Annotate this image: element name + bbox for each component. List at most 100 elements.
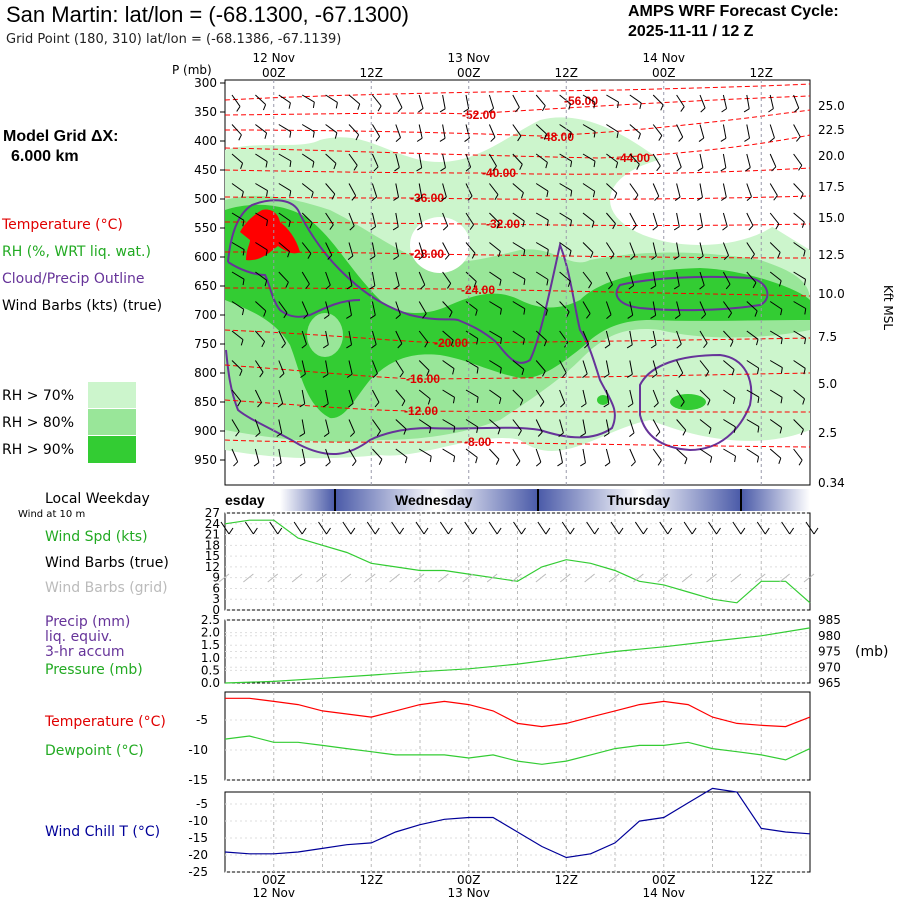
wind-barb-staff [231, 212, 245, 221]
wind-barb-flag [546, 190, 549, 198]
wind-barb-staff [582, 94, 596, 103]
wind-barb-flag [376, 430, 381, 437]
wind-barb-flag [636, 164, 640, 170]
wind-barb-staff [769, 448, 782, 459]
wind-barb-flag [471, 252, 476, 259]
panel-series [224, 519, 811, 859]
wind-barb-staff [442, 124, 446, 139]
weekday-band: esday Wednesday Thursday [225, 489, 810, 511]
wind-barb-staff [723, 330, 734, 342]
date-tick-label: 13 Nov [447, 51, 490, 65]
wind-barb-flag [520, 192, 524, 199]
wind-barb-staff [489, 183, 499, 195]
wind-barb-flag [543, 133, 547, 140]
wind-barb-flag [444, 254, 450, 260]
wind-speed-tick: 15 [205, 549, 220, 563]
wind-barb-flag [353, 165, 358, 171]
wind-barb-staff [512, 94, 520, 108]
wind-barb-staff [442, 301, 453, 313]
wind-barb-staff [371, 124, 381, 137]
wind-barb-staff [465, 301, 478, 311]
wind-barb-staff [301, 419, 306, 434]
wind-barb-staff [395, 153, 400, 168]
wind-barb-staff [278, 271, 289, 283]
wind-barb-staff [371, 360, 378, 374]
wind-barb-flag [263, 310, 267, 317]
wind-barb-flag [731, 369, 735, 376]
wind-barb-flag [723, 255, 729, 260]
wind-barb-flag [285, 281, 289, 288]
wind-barb-flag [334, 132, 338, 139]
wind-barb-flag [543, 340, 547, 347]
wind-barb-staff [629, 301, 634, 316]
wind-barb-staff [582, 212, 595, 223]
wind-barb-staff [535, 124, 547, 135]
wind-barb-flag [748, 225, 754, 231]
wind-barb-flag [682, 429, 687, 436]
wind-barb-staff [465, 448, 478, 458]
isotherm-line [224, 95, 811, 116]
wind-barb-flag [680, 106, 685, 112]
wind-barb-flag [369, 255, 376, 260]
wind-barb-staff [629, 389, 634, 404]
wind-barb-flag [570, 190, 573, 197]
surface-barb-grid [730, 573, 742, 583]
wind-barb-flag [586, 313, 591, 319]
wind-barb-flag [652, 225, 658, 231]
wind-barb-staff [371, 271, 376, 286]
wind-barb-flag [301, 343, 307, 349]
wind-barb-flag [773, 195, 778, 201]
wind-barb-staff [301, 448, 306, 463]
wind-barb-flag [674, 314, 681, 319]
wind-barb-flag [627, 314, 633, 319]
surface-barb-grid [316, 573, 327, 583]
time-tick-label: 00Z [262, 66, 286, 80]
wind-barb-staff [652, 153, 661, 167]
wind-barb-staff [535, 419, 543, 433]
wind-barb-flag [729, 340, 734, 347]
wind-barb-staff [722, 271, 731, 285]
pressure-tick-label: 500 [194, 192, 217, 206]
surface-barb-grid [779, 573, 790, 583]
wind-barb-staff [582, 330, 590, 345]
wind-barb-staff [371, 242, 376, 257]
surface-barb-flag [789, 527, 795, 535]
wind-barb-staff [418, 212, 423, 227]
wind-barb-flag [427, 398, 431, 405]
wind-barb-staff [582, 153, 596, 162]
wind-barb-staff [582, 360, 588, 375]
pressure-label: Pressure (mb) [45, 662, 143, 678]
wind-barb-staff [465, 242, 476, 254]
wind-barb-staff [769, 242, 781, 253]
surface-barb-grid [291, 573, 303, 583]
windchill-tick: -5 [196, 797, 208, 811]
wind-barb-flag [450, 339, 454, 346]
wind-barb-staff [231, 330, 244, 341]
height-tick-label: 0.34 [818, 476, 845, 490]
wind-barb-staff [278, 183, 292, 192]
wind-barb-staff [418, 271, 426, 286]
kft-msl-label: Kft MSL [881, 285, 895, 330]
wind-barb-flag [608, 284, 613, 290]
wind-barb-staff [746, 330, 759, 340]
wind-barb-staff [629, 94, 642, 104]
surface-barb-grid [657, 573, 669, 583]
wind-barb-flag [701, 313, 706, 319]
wind-barb-staff [606, 212, 616, 224]
weekday-segment [335, 489, 538, 511]
windchill-tick: -15 [188, 831, 208, 845]
wind-barb-staff [723, 360, 735, 370]
rh90-label: RH > 90% [2, 442, 75, 458]
wind-barb-flag [499, 308, 502, 315]
wind-barb-staff [418, 360, 430, 371]
wind-barb-flag [288, 102, 291, 109]
wind-barb-staff [371, 183, 378, 197]
wind-barb-flag [519, 164, 523, 170]
wind-barb-staff [489, 448, 500, 460]
wind-barb-flag [698, 137, 705, 142]
wind-barb-staff [699, 124, 705, 139]
wind-barb-flag [569, 220, 573, 227]
top-time-ticks: 00Z 12Z 00Z 12Z 00Z 12Z 12 Nov 13 Nov 14 Nov [252, 51, 773, 80]
wind-barb-staff [418, 448, 432, 457]
